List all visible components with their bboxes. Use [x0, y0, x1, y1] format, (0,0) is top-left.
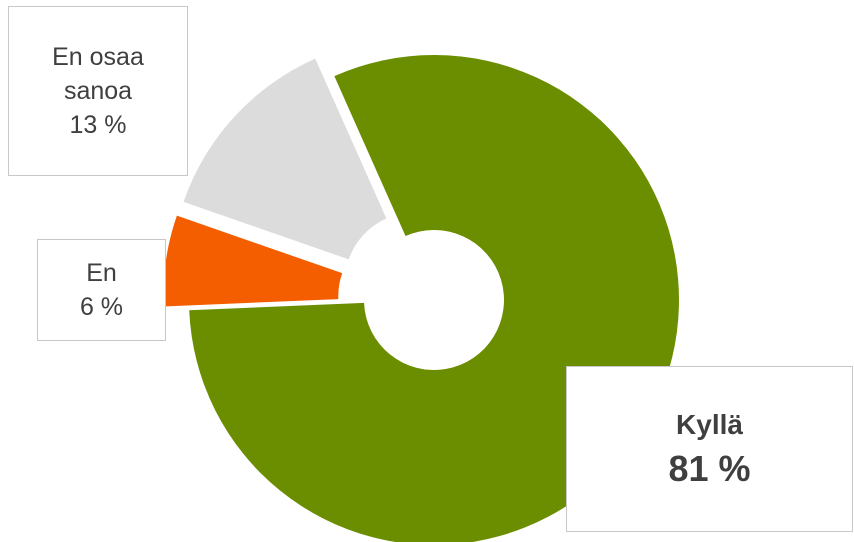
slice-en: [163, 215, 343, 307]
label-en-value: 6 %: [79, 293, 124, 321]
label-en-osaa-sanoa: En osaa sanoa 13 %: [8, 6, 188, 176]
label-en: En 6 %: [37, 239, 166, 341]
label-kylla-name: Kyllä: [676, 409, 743, 440]
label-en-osaa-line1: En osaa: [52, 43, 144, 71]
label-en-name: En: [86, 259, 117, 287]
label-en-osaa-value: 13 %: [69, 111, 127, 139]
label-kylla-value: 81 %: [668, 448, 751, 489]
label-kylla: Kyllä 81 %: [566, 366, 853, 532]
slice-kylla: [189, 55, 679, 542]
slice-en-osaa-sanoa: [183, 58, 387, 260]
label-en-osaa-line2: sanoa: [63, 77, 133, 105]
